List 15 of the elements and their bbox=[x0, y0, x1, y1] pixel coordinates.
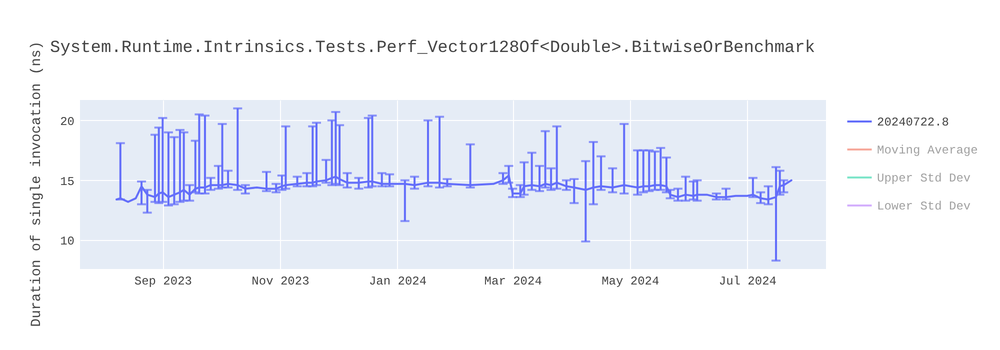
legend-label: Moving Average bbox=[877, 144, 978, 158]
legend-label: Lower Std Dev bbox=[877, 200, 971, 214]
legend-label: Upper Std Dev bbox=[877, 172, 971, 186]
y-axis-title: Duration of single invocation (ns) bbox=[29, 41, 45, 327]
y-tick-label: 20 bbox=[60, 114, 74, 129]
y-tick-label: 15 bbox=[60, 174, 74, 189]
y-tick-label: 10 bbox=[60, 234, 74, 249]
legend-label: 20240722.8 bbox=[877, 116, 950, 130]
x-tick-label: Jan 2024 bbox=[368, 274, 427, 288]
x-tick-label: Jul 2024 bbox=[718, 274, 776, 288]
x-tick-label: Nov 2023 bbox=[252, 274, 310, 288]
x-tick-label: Mar 2024 bbox=[484, 274, 542, 288]
chart-title: System.Runtime.Intrinsics.Tests.Perf_Vector128Of<Double>.BitwiseOrBenchmark bbox=[50, 39, 816, 58]
x-tick-label: May 2024 bbox=[602, 274, 660, 288]
x-tick-label: Sep 2023 bbox=[134, 274, 192, 288]
